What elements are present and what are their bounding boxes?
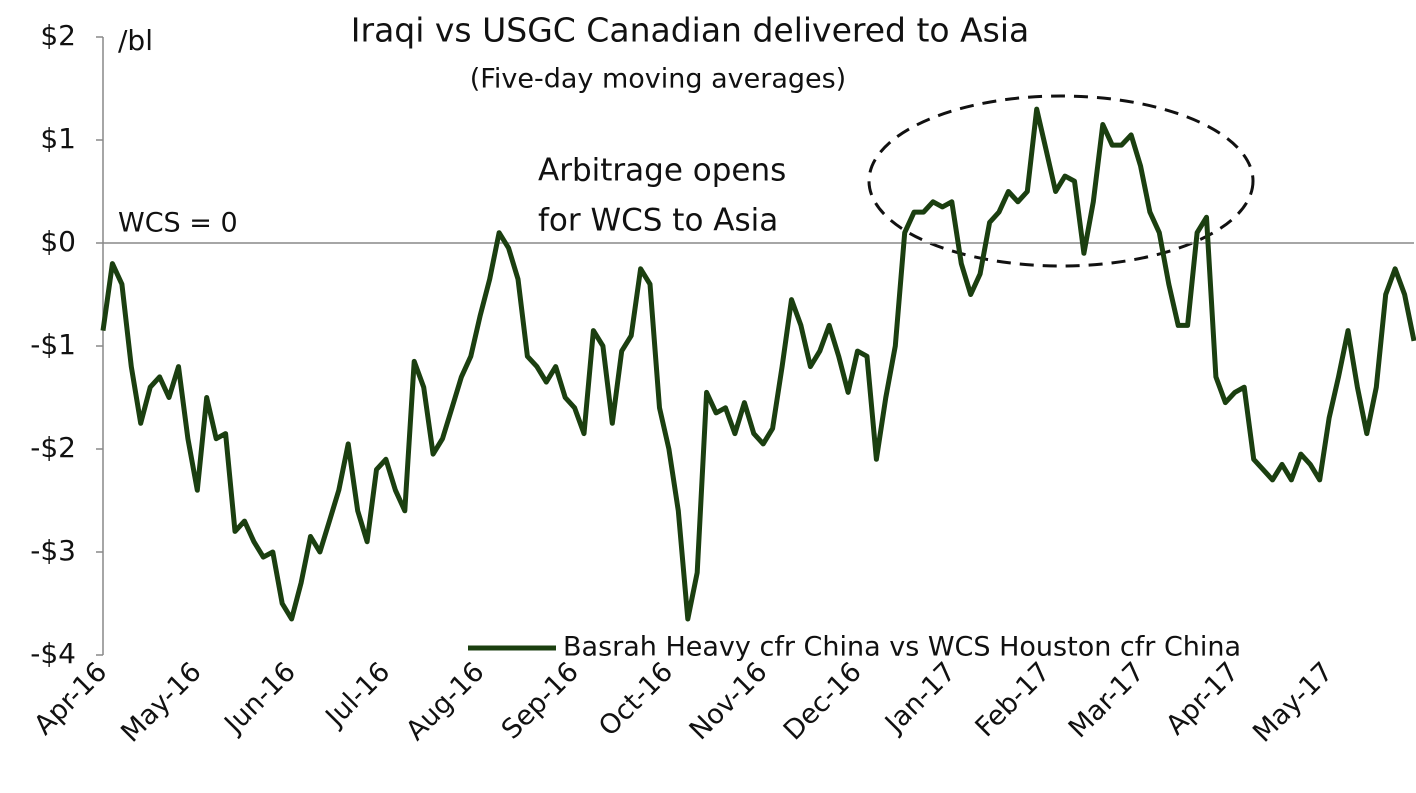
y-tick-label: -$1 bbox=[30, 328, 76, 361]
annotation: WCS = 0 bbox=[118, 208, 238, 239]
y-tick-label: -$2 bbox=[30, 431, 76, 464]
chart-title: Iraqi vs USGC Canadian delivered to Asia bbox=[351, 11, 1029, 50]
highlight-ellipse bbox=[867, 94, 1255, 268]
y-tick-label: $1 bbox=[40, 122, 76, 155]
x-tick-label: Dec-16 bbox=[778, 656, 868, 746]
annotation: for WCS to Asia bbox=[538, 203, 778, 239]
x-tick-label: Oct-16 bbox=[593, 656, 679, 742]
y-tick-label: $2 bbox=[40, 19, 76, 52]
x-tick-label: Aug-16 bbox=[400, 656, 490, 746]
x-tick-label: Mar-17 bbox=[1063, 656, 1151, 744]
x-tick-label: Feb-17 bbox=[970, 656, 1057, 743]
y-tick-label: -$4 bbox=[30, 637, 76, 670]
y-tick-label: -$3 bbox=[30, 534, 76, 567]
x-tick-label: Jun-16 bbox=[218, 656, 302, 740]
data-line bbox=[100, 106, 1416, 622]
x-tick-label: Jul-16 bbox=[319, 656, 397, 734]
y-unit-label: /bl bbox=[118, 24, 153, 57]
x-tick-label: Jan-17 bbox=[878, 656, 962, 740]
annotation: Arbitrage opens bbox=[538, 153, 786, 189]
x-tick-label: Nov-16 bbox=[684, 656, 774, 746]
x-tick-label: May-16 bbox=[115, 656, 207, 748]
x-tick-label: May-17 bbox=[1247, 656, 1339, 748]
chart-subtitle: (Five-day moving averages) bbox=[470, 64, 846, 95]
y-tick-label: $0 bbox=[40, 225, 76, 258]
x-tick-label: Apr-17 bbox=[1160, 656, 1245, 741]
legend-label: Basrah Heavy cfr China vs WCS Houston cf… bbox=[563, 632, 1241, 663]
x-tick-label: Sep-16 bbox=[496, 656, 585, 745]
